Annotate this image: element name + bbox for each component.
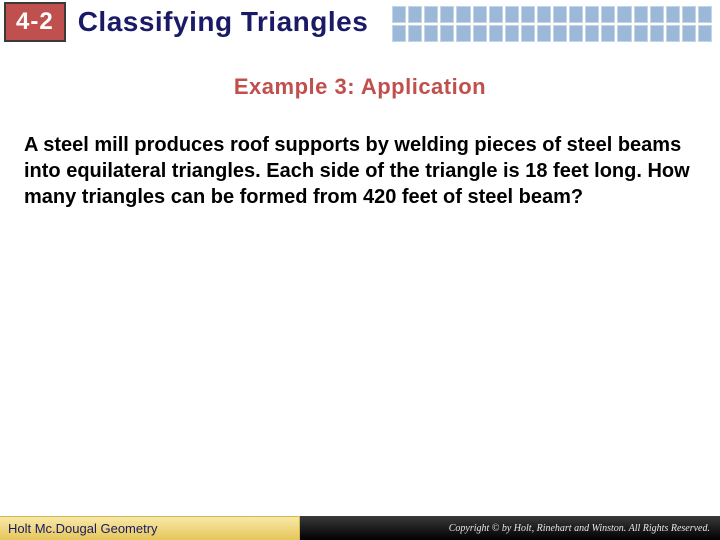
chapter-number: 4-2	[4, 2, 66, 42]
footer-book-title: Holt Mc.Dougal Geometry	[0, 516, 300, 540]
problem-text: A steel mill produces roof supports by w…	[24, 132, 696, 210]
footer-copyright: Copyright © by Holt, Rinehart and Winsto…	[300, 516, 720, 540]
slide-title: Classifying Triangles	[78, 6, 369, 38]
example-subtitle: Example 3: Application	[0, 74, 720, 100]
title-bar: 4-2 Classifying Triangles	[0, 2, 520, 42]
slide-footer: Holt Mc.Dougal Geometry Copyright © by H…	[0, 516, 720, 540]
slide-header: 4-2 Classifying Triangles	[0, 0, 720, 48]
